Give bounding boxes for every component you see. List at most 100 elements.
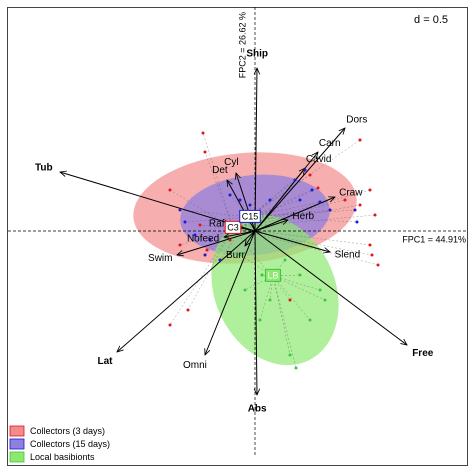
data-point <box>283 258 287 262</box>
data-point <box>368 243 372 247</box>
data-point <box>238 253 242 257</box>
scale-note: d = 0.5 <box>414 14 448 26</box>
data-point <box>293 178 297 182</box>
spider-line <box>272 275 291 356</box>
loading-arrow <box>254 128 345 232</box>
spider-line <box>232 204 361 229</box>
x-axis-label: FPC1 = 44.91% <box>402 234 466 244</box>
data-point <box>258 318 262 322</box>
data-point <box>203 253 207 257</box>
data-point <box>310 188 314 192</box>
data-point <box>228 193 232 197</box>
group-ellipse <box>211 214 339 366</box>
loading-arrow <box>254 230 330 252</box>
data-point <box>228 238 232 242</box>
vector-label: Cavid <box>306 154 332 165</box>
vector-label: Det <box>212 165 228 176</box>
data-point <box>353 208 357 212</box>
vector-label: Swim <box>148 253 172 264</box>
vector-label: Ship <box>246 49 268 60</box>
spider-line <box>272 259 286 277</box>
centroid-box <box>239 209 261 223</box>
data-point <box>370 253 374 257</box>
spider-line <box>272 275 326 301</box>
data-point <box>168 323 172 327</box>
spider-line <box>272 275 311 321</box>
vector-label: Cyl <box>224 157 238 168</box>
data-point <box>343 198 347 202</box>
loading-arrow <box>254 220 288 232</box>
data-point <box>318 288 322 292</box>
vector-label: Carn <box>319 138 341 149</box>
data-point <box>294 366 298 370</box>
spider-line <box>232 227 373 256</box>
data-point <box>168 188 172 192</box>
data-point <box>268 298 272 302</box>
vector-label: Omni <box>183 360 207 371</box>
data-point <box>358 203 362 207</box>
data-point <box>288 298 292 302</box>
vector-label: Craw <box>339 187 363 198</box>
spider-line <box>239 254 274 277</box>
centroid-label: C3 <box>227 222 239 232</box>
loading-arrow <box>254 197 335 232</box>
vector-label: Raft <box>209 218 228 229</box>
loading-arrow <box>255 230 257 395</box>
data-point <box>318 200 322 204</box>
spider-line <box>169 227 234 326</box>
spider-line <box>202 132 234 229</box>
centroid-label: LB <box>267 270 278 280</box>
centroid: C3 <box>224 220 242 234</box>
centroid: LB <box>264 268 282 282</box>
data-point <box>298 198 302 202</box>
spider-line <box>219 216 251 261</box>
data-point <box>193 233 197 237</box>
legend-swatch <box>9 438 25 450</box>
loading-arrow <box>60 172 256 232</box>
centroid: C15 <box>239 209 261 223</box>
vector-label: Abs <box>248 404 267 415</box>
data-point <box>288 353 292 357</box>
data-point <box>268 198 272 202</box>
vector-label: Dors <box>346 114 367 125</box>
data-point <box>358 138 362 142</box>
data-point <box>243 288 247 292</box>
legend-label: Local basibionts <box>30 452 95 462</box>
legend-label: Collectors (15 days) <box>30 439 110 449</box>
data-point <box>178 208 182 212</box>
data-point <box>303 168 307 172</box>
centroid-box <box>224 220 242 234</box>
data-point <box>376 263 380 267</box>
data-point <box>198 223 202 227</box>
centroid-label: C15 <box>242 211 259 221</box>
spider-line <box>232 227 371 246</box>
vector-label: Tub <box>35 163 53 174</box>
data-point <box>186 308 190 312</box>
spider-line <box>232 199 346 229</box>
data-point <box>248 203 252 207</box>
data-point <box>203 150 207 154</box>
spider-line <box>204 151 234 229</box>
data-point <box>316 186 320 190</box>
legend: Collectors (3 days) Collectors (15 days) L… <box>9 425 110 463</box>
loading-arrow <box>245 230 256 246</box>
spider-line <box>232 227 379 266</box>
vector-label: Burr <box>226 250 246 261</box>
spider-line <box>249 209 331 218</box>
loading-arrow <box>224 230 256 237</box>
data-point <box>208 238 212 242</box>
legend-swatch <box>9 425 25 437</box>
data-point <box>373 213 377 217</box>
data-point <box>323 298 327 302</box>
data-point <box>238 198 242 202</box>
data-point <box>308 318 312 322</box>
centroid-box <box>264 268 282 282</box>
data-point <box>368 188 372 192</box>
spider-line <box>239 199 251 218</box>
data-point <box>218 258 222 262</box>
loading-arrow <box>254 168 305 232</box>
legend-swatch <box>9 451 25 463</box>
legend-label: Collectors (3 days) <box>30 426 105 436</box>
data-point <box>328 208 332 212</box>
data-point <box>355 220 359 224</box>
